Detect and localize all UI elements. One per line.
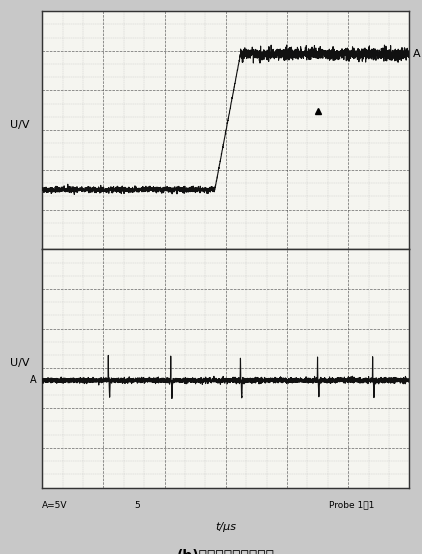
Text: A=50V: A=50V (42, 266, 73, 275)
Text: Probe 1：1: Probe 1：1 (329, 501, 374, 510)
Text: t/μs: t/μs (215, 522, 236, 532)
Text: elecfans元器网: elecfans元器网 (199, 295, 253, 304)
Y-axis label: U/V: U/V (11, 358, 30, 368)
Text: (b)电压波形局部放大图: (b)电压波形局部放大图 (177, 548, 275, 554)
Y-axis label: U/V: U/V (11, 120, 30, 130)
Text: 25: 25 (119, 266, 131, 275)
Text: A: A (413, 49, 421, 59)
Text: t/s: t/s (219, 290, 233, 300)
Text: www.elecfans.com.cn: www.elecfans.com.cn (180, 311, 271, 320)
Text: Probe 1：1: Probe 1：1 (329, 266, 374, 275)
Text: Bf: Bf (182, 266, 191, 275)
Text: A=5V: A=5V (42, 501, 68, 510)
Text: 5: 5 (134, 501, 140, 510)
Text: A: A (30, 375, 37, 386)
Text: (a)输出电压响应图: (a)输出电压响应图 (193, 319, 259, 331)
